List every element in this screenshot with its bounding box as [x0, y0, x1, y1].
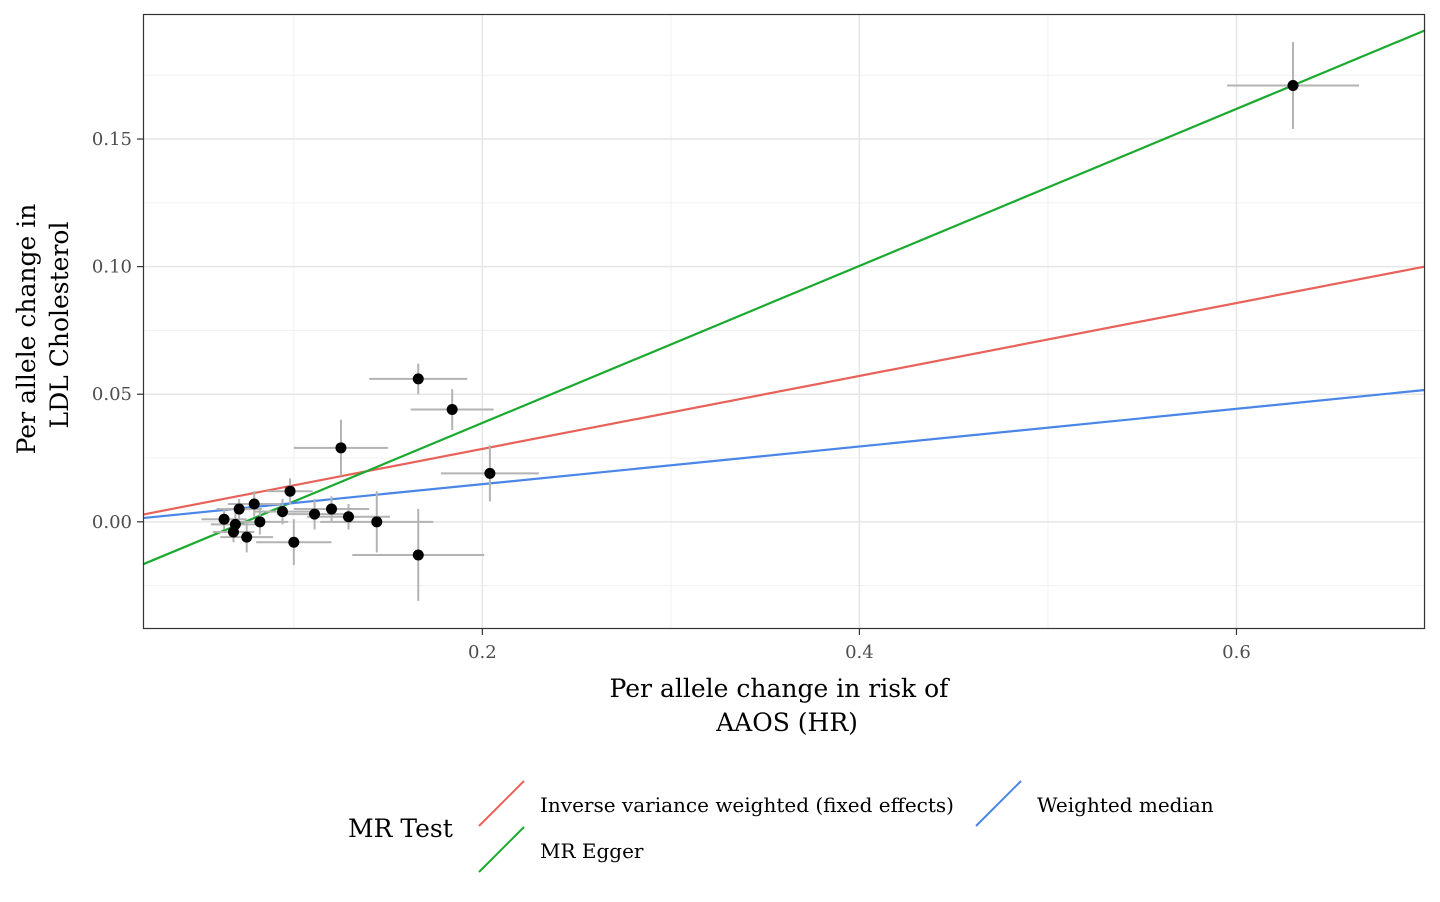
- plot-border: [142, 13, 1426, 630]
- y-tick-label: 0.05: [92, 384, 132, 405]
- legend: MR Test Inverse variance weighted (fixed…: [348, 780, 1214, 873]
- data-point: [248, 498, 260, 510]
- data-point: [277, 506, 289, 518]
- y-tick-label: 0.10: [92, 257, 132, 278]
- x-axis-title-line-2: AAOS (HR): [715, 708, 858, 737]
- data-point: [218, 513, 230, 525]
- data-point: [288, 536, 300, 548]
- fit-line-1: [142, 29, 1426, 566]
- data-point: [342, 511, 354, 523]
- data-point: [309, 508, 321, 520]
- fit-lines: [142, 29, 1426, 566]
- y-tick-label: 0.15: [92, 129, 132, 150]
- fit-line-2: [142, 388, 1426, 520]
- plot-panel: [143, 14, 1425, 629]
- y-axis-ticks: 0.00 0.05 0.10 0.15: [92, 129, 143, 533]
- x-tick-label: 0.2: [468, 642, 497, 663]
- data-point: [446, 404, 458, 416]
- data-point: [284, 485, 296, 497]
- x-axis-ticks: 0.2 0.4 0.6: [468, 629, 1251, 663]
- legend-label-weighted-median: Weighted median: [1037, 793, 1214, 817]
- x-tick-label: 0.4: [845, 642, 874, 663]
- data-point: [1287, 79, 1299, 91]
- legend-title: MR Test: [348, 814, 453, 843]
- minor-grid: [143, 14, 1426, 629]
- data-points: [218, 79, 1299, 561]
- data-point: [233, 503, 245, 515]
- legend-key-ivw: [478, 780, 525, 827]
- data-point: [335, 442, 347, 454]
- data-point: [241, 531, 253, 543]
- y-axis-title-line-1: Per allele change in: [12, 204, 41, 455]
- legend-key-egger: [478, 826, 525, 873]
- data-point: [484, 467, 496, 479]
- data-point: [412, 373, 424, 385]
- data-point: [229, 518, 241, 530]
- data-point: [326, 503, 338, 515]
- y-tick-label: 0.00: [92, 512, 132, 533]
- major-grid: [143, 14, 1425, 629]
- legend-key-weighted-median: [975, 780, 1022, 827]
- data-point: [371, 516, 383, 528]
- data-point: [412, 549, 424, 561]
- x-axis-title-line-1: Per allele change in risk of: [610, 674, 951, 703]
- legend-label-egger: MR Egger: [540, 839, 644, 863]
- data-point: [254, 516, 266, 528]
- fit-line-0: [142, 265, 1426, 516]
- legend-label-ivw: Inverse variance weighted (fixed effects…: [540, 793, 954, 817]
- x-tick-label: 0.6: [1222, 642, 1251, 663]
- y-axis-title-line-2: LDL Cholesterol: [45, 222, 74, 429]
